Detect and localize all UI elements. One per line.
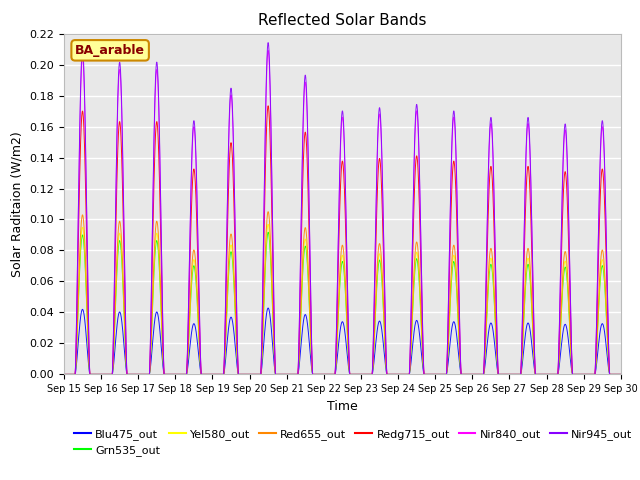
Text: BA_arable: BA_arable [75,44,145,57]
Y-axis label: Solar Raditaion (W/m2): Solar Raditaion (W/m2) [11,131,24,277]
X-axis label: Time: Time [327,400,358,413]
Legend: Blu475_out, Grn535_out, Yel580_out, Red655_out, Redg715_out, Nir840_out, Nir945_: Blu475_out, Grn535_out, Yel580_out, Red6… [70,424,637,460]
Title: Reflected Solar Bands: Reflected Solar Bands [258,13,427,28]
